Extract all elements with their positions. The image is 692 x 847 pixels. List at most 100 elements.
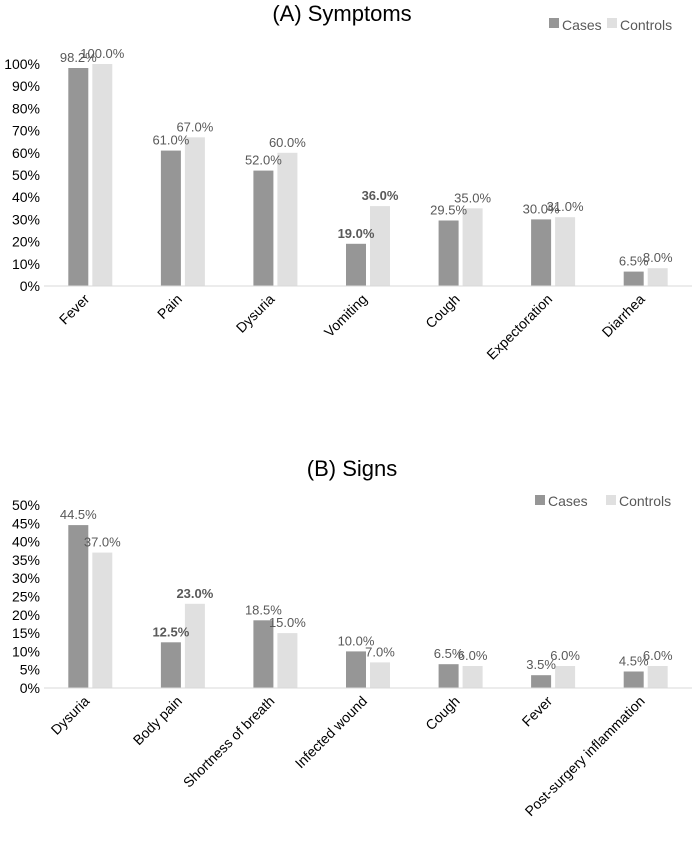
x-tick-label: Diarrhea bbox=[599, 291, 648, 340]
bar-cases bbox=[68, 525, 89, 688]
x-tick-label: Body pain bbox=[130, 693, 185, 748]
data-label: 98.2% bbox=[60, 50, 97, 65]
y-tick-label: 30% bbox=[12, 211, 40, 227]
legend-label-controls: Controls bbox=[619, 493, 671, 509]
y-tick-label: 5% bbox=[20, 662, 40, 678]
bar-cases bbox=[623, 271, 644, 286]
y-tick-label: 45% bbox=[12, 515, 40, 531]
data-label: 44.5% bbox=[60, 507, 97, 522]
data-label: 10.0% bbox=[338, 633, 375, 648]
x-tick-label: Dysuria bbox=[233, 291, 278, 336]
data-label: 37.0% bbox=[84, 535, 121, 550]
legend-swatch-cases bbox=[549, 18, 559, 28]
bar-controls bbox=[647, 268, 668, 286]
data-label: 67.0% bbox=[176, 119, 213, 134]
bars bbox=[68, 525, 668, 689]
data-label: 12.5% bbox=[152, 624, 189, 639]
y-axis: 0% 5% 10% 15% 20% 25% 30% 35% 40% 45% 50% bbox=[12, 497, 40, 696]
bar-controls bbox=[92, 64, 113, 286]
x-tick-label: Fever bbox=[519, 693, 556, 730]
y-tick-label: 35% bbox=[12, 552, 40, 568]
y-tick-label: 40% bbox=[12, 534, 40, 550]
y-tick-label: 40% bbox=[12, 189, 40, 205]
data-label: 29.5% bbox=[430, 203, 467, 218]
chart-title: (B) Signs bbox=[307, 456, 397, 481]
data-label: 8.0% bbox=[643, 250, 673, 265]
y-tick-label: 30% bbox=[12, 570, 40, 586]
y-tick-label: 0% bbox=[20, 278, 40, 294]
bar-cases bbox=[160, 642, 181, 689]
bar-controls bbox=[647, 666, 668, 688]
bar-cases bbox=[531, 675, 552, 688]
legend-label-controls: Controls bbox=[620, 17, 672, 33]
bar-controls bbox=[462, 208, 483, 286]
y-tick-label: 50% bbox=[12, 497, 40, 513]
y-tick-label: 10% bbox=[12, 256, 40, 272]
bar-controls bbox=[370, 662, 390, 688]
bar-cases bbox=[346, 651, 366, 688]
data-label: 7.0% bbox=[365, 644, 395, 659]
legend-swatch-controls bbox=[607, 18, 617, 28]
symptoms-chart: (A) Symptoms Cases Controls 0% 10% 20% 30% 4… bbox=[4, 1, 692, 363]
data-label: 60.0% bbox=[269, 135, 306, 150]
x-tick-label: Expectoration bbox=[483, 291, 555, 363]
legend-swatch-cases bbox=[535, 495, 545, 505]
data-label: 31.0% bbox=[547, 199, 584, 214]
bar-cases bbox=[438, 220, 459, 286]
signs-chart: (B) Signs Cases Controls 0% 5% 10% 15% 20% 25… bbox=[12, 456, 692, 820]
bar-cases bbox=[623, 671, 644, 688]
data-label: 100.0% bbox=[80, 46, 125, 61]
data-label: 15.0% bbox=[269, 615, 306, 630]
bar-controls bbox=[184, 603, 205, 688]
x-tick-label: Shortness of breath bbox=[180, 693, 278, 791]
y-tick-label: 90% bbox=[12, 78, 40, 94]
data-label: 3.5% bbox=[526, 657, 556, 672]
data-label: 52.0% bbox=[245, 153, 282, 168]
data-label: 19.0% bbox=[338, 226, 375, 241]
data-labels: 44.5% 37.0% 12.5% 23.0% 18.5%15.0% 10.0%7.0% 6… bbox=[60, 507, 673, 672]
y-tick-label: 15% bbox=[12, 625, 40, 641]
chart-title: (A) Symptoms bbox=[272, 1, 411, 26]
x-tick-label: Cough bbox=[422, 693, 462, 733]
bar-cases bbox=[253, 170, 274, 286]
bar-controls bbox=[92, 552, 113, 688]
data-labels: 98.2%100.0% 61.0%67.0% 52.0% 60.0% 19.0% 36.0… bbox=[60, 46, 673, 269]
legend-label-cases: Cases bbox=[548, 493, 588, 509]
bars bbox=[68, 64, 668, 286]
y-tick-label: 70% bbox=[12, 123, 40, 139]
data-label: 6.0% bbox=[643, 648, 673, 663]
y-tick-label: 60% bbox=[12, 145, 40, 161]
bar-cases bbox=[68, 68, 89, 286]
y-tick-label: 0% bbox=[20, 680, 40, 696]
x-tick-label: Vomiting bbox=[321, 291, 370, 340]
data-label: 6.5% bbox=[619, 254, 649, 269]
legend-swatch-controls bbox=[606, 495, 616, 505]
x-tick-label: Dysuria bbox=[48, 693, 93, 738]
data-label: 61.0% bbox=[152, 133, 189, 148]
bar-cases bbox=[253, 620, 274, 688]
bar-cases bbox=[346, 243, 366, 286]
data-label: 30.0% bbox=[523, 201, 560, 216]
bar-cases bbox=[531, 219, 552, 286]
y-tick-label: 20% bbox=[12, 234, 40, 250]
x-tick-label: Cough bbox=[422, 291, 462, 331]
bar-controls bbox=[277, 633, 298, 688]
y-tick-label: 25% bbox=[12, 589, 40, 605]
data-label: 35.0% bbox=[454, 190, 491, 205]
bar-controls bbox=[462, 666, 483, 688]
bar-controls bbox=[184, 137, 205, 286]
y-tick-label: 20% bbox=[12, 607, 40, 623]
x-tick-label: Pain bbox=[154, 291, 185, 322]
x-tick-label: Fever bbox=[56, 291, 93, 328]
y-tick-label: 100% bbox=[4, 56, 40, 72]
y-tick-label: 10% bbox=[12, 643, 40, 659]
y-axis: 0% 10% 20% 30% 40% 50% 60% 70% 80% 90% 100% bbox=[4, 56, 40, 294]
bar-controls bbox=[555, 217, 576, 286]
y-tick-label: 50% bbox=[12, 167, 40, 183]
bar-controls bbox=[370, 206, 390, 286]
x-axis: Fever Pain Dysuria Vomiting Cough Expectorati… bbox=[56, 291, 648, 363]
bar-controls bbox=[277, 152, 298, 286]
y-tick-label: 80% bbox=[12, 100, 40, 116]
